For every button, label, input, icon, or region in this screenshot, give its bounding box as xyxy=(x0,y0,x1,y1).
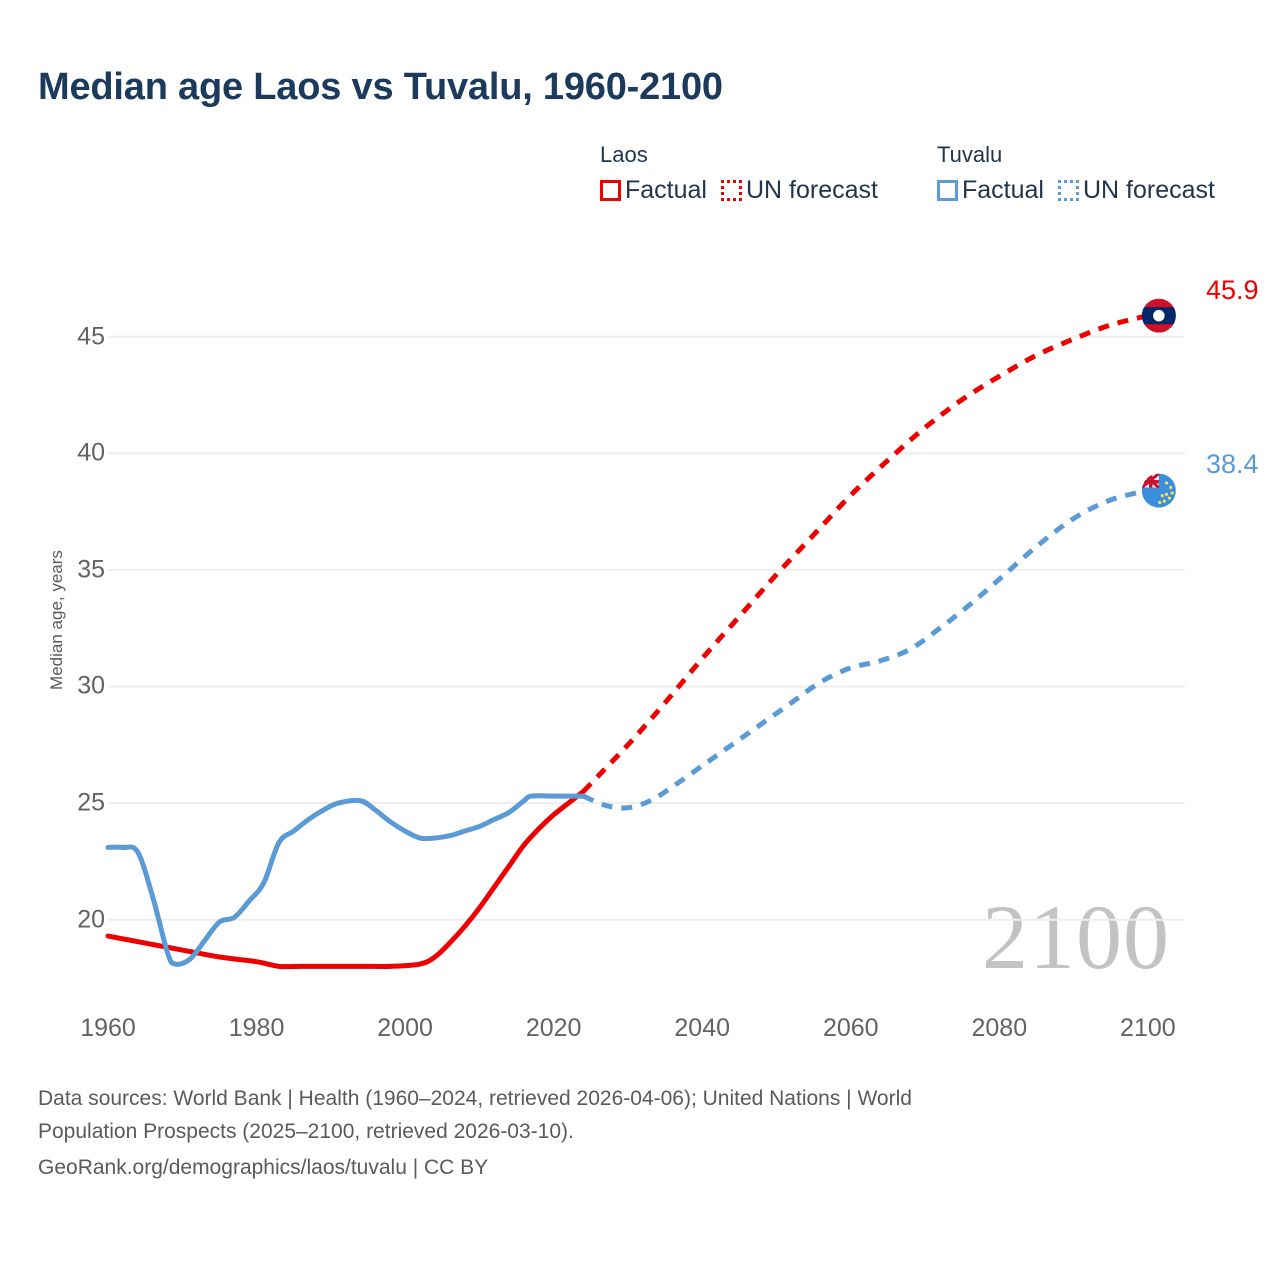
footer-line-2: Population Prospects (2025–2100, retriev… xyxy=(38,1119,574,1143)
legend-country-laos: Laos xyxy=(600,142,648,167)
end-marker-laos[interactable] xyxy=(1141,298,1176,333)
legend-country-tuvalu: Tuvalu xyxy=(937,142,1003,167)
legend-swatch-dotted-icon xyxy=(1057,180,1079,201)
x-axis-tick-label: 2060 xyxy=(822,1014,879,1042)
legend-swatch-solid-icon xyxy=(600,180,621,201)
legend-label-laos-forecast: UN forecast xyxy=(745,176,878,204)
page-title: Median age Laos vs Tuvalu, 1960-2100 xyxy=(38,66,723,108)
chart-legend: Laos Factual UN forecast Tuvalu Factual xyxy=(600,142,1260,222)
legend-group-tuvalu: Tuvalu Factual UN forecast xyxy=(937,142,1229,205)
series-line-forecast-laos xyxy=(581,313,1149,794)
tuvalu-flag-icon xyxy=(1141,473,1176,508)
legend-item-laos-forecast[interactable]: UN forecast xyxy=(720,176,878,205)
y-axis-tick-label: 45 xyxy=(77,322,105,351)
series-line-factual-laos xyxy=(105,788,586,970)
x-axis-tick-label: 1960 xyxy=(80,1014,136,1042)
x-axis-tick-label: 1980 xyxy=(228,1014,285,1042)
y-axis-tick-label: 20 xyxy=(77,905,105,934)
chart-footer: Data sources: World Bank | Health (1960–… xyxy=(38,1083,1178,1185)
end-marker-tuvalu[interactable] xyxy=(1141,473,1176,508)
y-axis-tick-label: 25 xyxy=(77,788,105,817)
legend-group-laos: Laos Factual UN forecast xyxy=(600,142,892,205)
x-axis-tick-label: 2080 xyxy=(971,1014,1028,1042)
legend-swatch-solid-icon xyxy=(937,180,958,201)
legend-item-tuvalu-forecast[interactable]: UN forecast xyxy=(1057,176,1215,205)
y-axis-tick-label: 30 xyxy=(77,671,105,700)
year-watermark: 2100 xyxy=(982,886,1170,988)
x-axis-tick-label: 2040 xyxy=(674,1014,731,1042)
x-axis-tick-label: 2020 xyxy=(525,1014,582,1042)
legend-label-tuvalu-forecast: UN forecast xyxy=(1082,176,1215,204)
laos-flag-icon xyxy=(1141,298,1176,333)
legend-swatch-dotted-icon xyxy=(720,180,742,201)
end-label-laos: 45.9 xyxy=(1206,275,1259,305)
footer-line-1: Data sources: World Bank | Health (1960–… xyxy=(38,1087,912,1110)
y-axis-tick-label: 35 xyxy=(77,555,105,584)
y-axis-tick-label: 40 xyxy=(77,438,105,467)
end-label-tuvalu: 38.4 xyxy=(1206,449,1259,479)
legend-label-laos-factual: Factual xyxy=(625,176,707,204)
footer-source-link[interactable]: GeoRank.org/demographics/laos/tuvalu | C… xyxy=(38,1156,489,1180)
series-line-forecast-tuvalu xyxy=(582,488,1149,811)
y-axis-ticks: 20 25 30 35 40 45 xyxy=(20,0,105,1280)
series-line-factual-tuvalu xyxy=(105,793,586,967)
legend-item-laos-factual[interactable]: Factual xyxy=(600,176,707,205)
x-axis-tick-label: 2000 xyxy=(377,1014,433,1042)
x-axis-tick-label: 2100 xyxy=(1120,1014,1176,1042)
legend-label-tuvalu-factual: Factual xyxy=(962,176,1044,204)
legend-item-tuvalu-factual[interactable]: Factual xyxy=(937,176,1044,205)
